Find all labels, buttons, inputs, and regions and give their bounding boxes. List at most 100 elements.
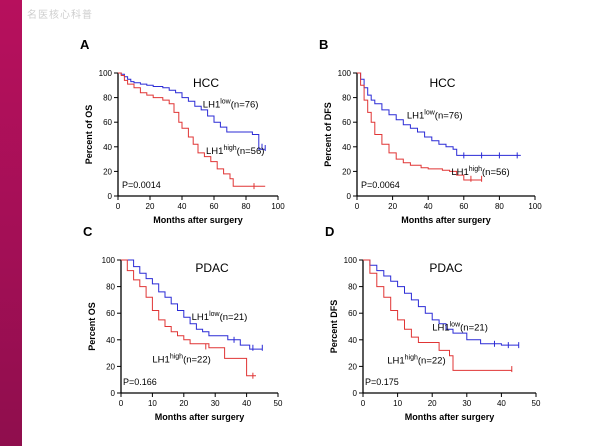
- x-tick-label: 40: [178, 202, 187, 211]
- p-value-label: P=0.166: [123, 377, 157, 387]
- y-tick-label: 20: [342, 167, 351, 176]
- series-line-lh1-high: [118, 72, 266, 187]
- y-tick-label: 40: [348, 336, 357, 345]
- y-tick-label: 80: [103, 94, 112, 103]
- y-axis-title: Percent OS: [87, 302, 97, 351]
- series-label-sup: high: [469, 166, 482, 173]
- x-tick-label: 80: [495, 202, 504, 211]
- series-line-lh1-high: [121, 259, 256, 377]
- series-label-lh1-high: LH1high(n=56): [451, 166, 509, 178]
- p-value-label: P=0.0064: [361, 180, 400, 190]
- series-label-sup: low: [450, 321, 461, 328]
- watermark-text: 名医核心科普: [27, 10, 93, 21]
- panel-letter: C: [83, 224, 93, 239]
- x-tick-label: 20: [146, 202, 155, 211]
- x-axis-title: Months after surgery: [401, 215, 491, 225]
- y-tick-label: 0: [347, 192, 352, 201]
- y-tick-label: 60: [106, 309, 115, 318]
- series-label-sup: high: [223, 145, 236, 152]
- y-tick-label: 20: [106, 362, 115, 371]
- y-tick-label: 20: [103, 167, 112, 176]
- p-value-label: P=0.0014: [122, 180, 161, 190]
- series-label-n: (n=56): [482, 167, 510, 178]
- chart-title: HCC: [193, 76, 219, 90]
- series-label-lh1-high: LH1high(n=22): [152, 353, 210, 365]
- series-label-sup: low: [220, 98, 231, 105]
- y-tick-label: 40: [342, 143, 351, 152]
- chart-panel-b: B 0 20 40 60 80 100 0 20 40 60 80 100 Months after su…: [319, 37, 542, 225]
- y-tick-label: 100: [99, 69, 113, 78]
- series-label-n: (n=56): [237, 146, 265, 157]
- y-tick-label: 60: [103, 118, 112, 127]
- series-label-main: LH1: [203, 99, 220, 110]
- series-label-main: LH1: [206, 146, 223, 157]
- series-line-lh1-low: [357, 72, 521, 156]
- series-label-n: (n=76): [435, 111, 463, 122]
- series-label-n: (n=22): [183, 354, 211, 365]
- y-axis-title: Percent of OS: [84, 105, 94, 165]
- panel-letter: D: [325, 224, 334, 239]
- x-tick-label: 50: [274, 399, 283, 408]
- y-tick-label: 60: [348, 309, 357, 318]
- series-label-n: (n=21): [220, 312, 248, 323]
- y-tick-label: 40: [103, 143, 112, 152]
- x-tick-label: 10: [393, 399, 402, 408]
- series-label-lh1-high: LH1high(n=56): [206, 145, 264, 157]
- series-label-sup: low: [424, 110, 435, 117]
- panel-letter: A: [80, 37, 90, 52]
- x-axis-title: Months after surgery: [153, 215, 243, 225]
- series-label-sup: high: [170, 353, 183, 360]
- y-tick-label: 60: [342, 118, 351, 127]
- chart-panel-c: C 0 20 40 60 80 100 0 10 20 30 40 50 Months after sur…: [83, 224, 283, 422]
- chart-title: PDAC: [195, 261, 229, 275]
- y-tick-label: 0: [353, 389, 358, 398]
- x-tick-label: 50: [532, 399, 541, 408]
- series-label-main: LH1: [192, 312, 209, 323]
- x-tick-label: 100: [271, 202, 285, 211]
- x-tick-label: 30: [211, 399, 220, 408]
- series-line-lh1-low: [121, 259, 263, 350]
- x-tick-label: 40: [497, 399, 506, 408]
- series-label-lh1-low: LH1low(n=21): [432, 321, 488, 333]
- series-label-sup: low: [209, 311, 220, 318]
- y-axis-title: Percent DFS: [329, 300, 339, 354]
- panel-letter: B: [319, 37, 328, 52]
- series-line-lh1-low: [118, 72, 266, 150]
- series-label-lh1-high: LH1high(n=22): [387, 355, 445, 367]
- series-label-n: (n=21): [460, 322, 488, 333]
- y-tick-label: 40: [106, 336, 115, 345]
- x-tick-label: 0: [119, 399, 124, 408]
- y-tick-label: 20: [348, 362, 357, 371]
- series-line-lh1-low: [363, 259, 519, 346]
- x-tick-label: 20: [428, 399, 437, 408]
- y-tick-label: 0: [108, 192, 113, 201]
- series-label-main: LH1: [407, 111, 424, 122]
- x-tick-label: 0: [361, 399, 366, 408]
- x-tick-label: 40: [242, 399, 251, 408]
- series-label-main: LH1: [451, 167, 468, 178]
- chart-panel-a: A 0 20 40 60 80 100 0 20 40 60 80 100 Months after su…: [80, 37, 285, 225]
- side-accent-bar: [0, 0, 22, 446]
- y-tick-label: 0: [111, 389, 116, 398]
- x-tick-label: 80: [242, 202, 251, 211]
- series-label-lh1-low: LH1low(n=21): [192, 311, 248, 323]
- x-tick-label: 100: [528, 202, 542, 211]
- chart-panel-d: D 0 20 40 60 80 100 0 10 20 30 40 50 Months after sur…: [325, 224, 541, 422]
- series-label-n: (n=76): [231, 99, 259, 110]
- series-line-lh1-high: [363, 259, 512, 371]
- series-label-main: LH1: [387, 356, 404, 367]
- x-tick-label: 60: [210, 202, 219, 211]
- x-tick-label: 0: [355, 202, 360, 211]
- x-axis-title: Months after surgery: [405, 412, 495, 422]
- x-tick-label: 20: [179, 399, 188, 408]
- y-tick-label: 100: [344, 256, 358, 265]
- y-tick-label: 100: [338, 69, 352, 78]
- y-tick-label: 80: [342, 94, 351, 103]
- chart-title: PDAC: [429, 261, 463, 275]
- y-axis-title: Percent of DFS: [323, 102, 333, 167]
- x-axis-title: Months after surgery: [155, 412, 245, 422]
- x-tick-label: 40: [424, 202, 433, 211]
- y-tick-label: 80: [106, 283, 115, 292]
- x-tick-label: 10: [148, 399, 157, 408]
